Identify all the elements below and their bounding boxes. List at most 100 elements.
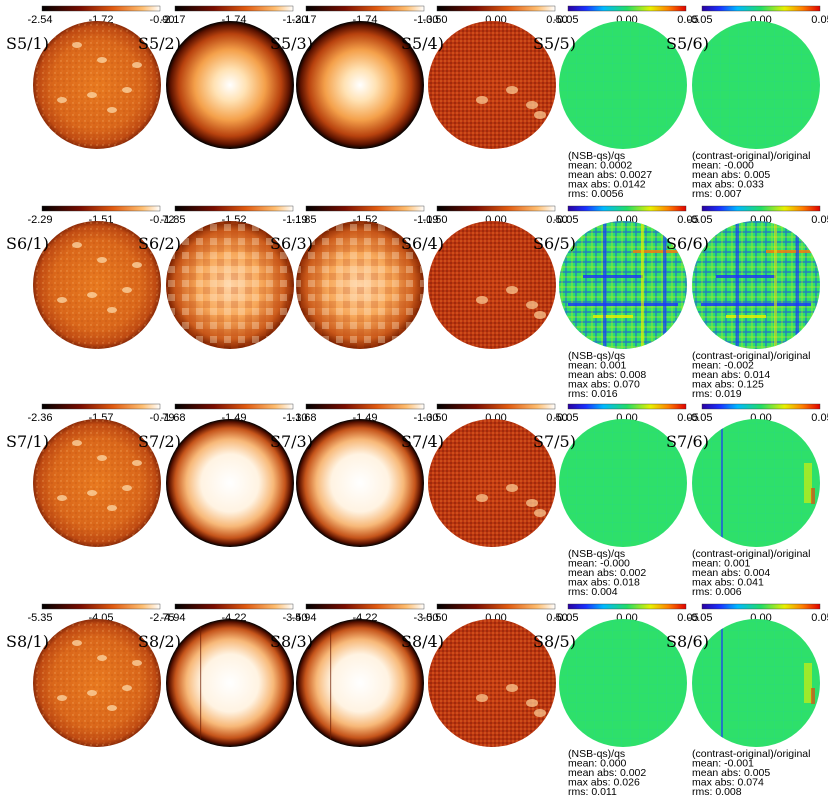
solar-disk-image bbox=[296, 419, 424, 547]
panel-label: S7/2) bbox=[138, 432, 181, 451]
panel-label: S5/3) bbox=[270, 34, 313, 53]
solar-disk-image bbox=[692, 619, 820, 747]
solar-disk-image bbox=[559, 221, 687, 349]
colorbar bbox=[701, 603, 821, 610]
stats-line: mean abs: 0.005 bbox=[692, 169, 770, 181]
stats-title: (contrast-original)/original bbox=[692, 150, 810, 162]
colorbar-tick-label: -2.75 bbox=[149, 612, 174, 624]
colorbar-tick-label: -2.36 bbox=[27, 412, 52, 424]
panel-label: S5/5) bbox=[533, 34, 576, 53]
colorbar-tick-label: -1.85 bbox=[291, 214, 316, 226]
colorbar-tick-label: -3.50 bbox=[413, 612, 438, 624]
solar-disk-image bbox=[559, 619, 687, 747]
solar-disk-image bbox=[692, 221, 820, 349]
colorbar-tick-label: -1.68 bbox=[160, 412, 185, 424]
stats-line: rms: 0.008 bbox=[692, 786, 742, 798]
colorbar-tick-label: 0.05 bbox=[677, 612, 698, 624]
stats-line: mean abs: 0.0027 bbox=[568, 169, 652, 181]
panel-label: S8/2) bbox=[138, 632, 181, 651]
stats-title: (contrast-original)/original bbox=[692, 548, 810, 560]
solar-disk-image bbox=[296, 619, 424, 747]
colorbar-tick-label: -0.05 bbox=[553, 412, 578, 424]
panel-label: S7/3) bbox=[270, 432, 313, 451]
colorbar-tick-label: -2.17 bbox=[291, 14, 316, 26]
stats-line: mean: -0.000 bbox=[692, 160, 754, 172]
stats-line: mean abs: 0.005 bbox=[692, 767, 770, 779]
solar-disk-image bbox=[559, 419, 687, 547]
colorbar bbox=[174, 205, 294, 212]
stats-title: (NSB-qs)/qs bbox=[568, 748, 625, 760]
stats-line: mean: -0.000 bbox=[568, 558, 630, 570]
colorbar-tick-label: 0.50 bbox=[546, 412, 567, 424]
stats-line: rms: 0.006 bbox=[692, 586, 742, 598]
colorbar-tick-label: 0.05 bbox=[811, 412, 828, 424]
stats-line: rms: 0.004 bbox=[568, 586, 618, 598]
stats-line: mean: -0.001 bbox=[692, 758, 754, 770]
stats-line: max abs: 0.041 bbox=[692, 577, 764, 589]
stats-line: mean abs: 0.008 bbox=[568, 369, 646, 381]
stats-line: max abs: 0.125 bbox=[692, 379, 764, 391]
stats-line: max abs: 0.070 bbox=[568, 379, 640, 391]
colorbar-tick-label: -1.85 bbox=[160, 214, 185, 226]
stats-title: (NSB-qs)/qs bbox=[568, 548, 625, 560]
panel-label: S5/6) bbox=[666, 34, 709, 53]
stats-title: (NSB-qs)/qs bbox=[568, 150, 625, 162]
solar-disk-image bbox=[166, 419, 294, 547]
stats-line: mean: 0.0002 bbox=[568, 160, 632, 172]
solar-disk-image bbox=[166, 619, 294, 747]
solar-disk-image bbox=[428, 419, 556, 547]
panel-label: S6/5) bbox=[533, 234, 576, 253]
stats-line: rms: 0.007 bbox=[692, 188, 742, 200]
stats-line: mean abs: 0.002 bbox=[568, 567, 646, 579]
colorbar bbox=[436, 5, 556, 12]
panel-label: S5/2) bbox=[138, 34, 181, 53]
colorbar bbox=[41, 403, 161, 410]
colorbar-tick-label: -0.90 bbox=[149, 14, 174, 26]
panel-label: S6/1) bbox=[6, 234, 49, 253]
colorbar-tick-label: -0.05 bbox=[553, 214, 578, 226]
stats-line: max abs: 0.018 bbox=[568, 577, 640, 589]
stats-line: mean: 0.001 bbox=[692, 558, 751, 570]
panel-label: S5/4) bbox=[401, 34, 444, 53]
stats-line: mean abs: 0.014 bbox=[692, 369, 770, 381]
colorbar-tick-label: 0.05 bbox=[811, 14, 828, 26]
panel-label: S6/2) bbox=[138, 234, 181, 253]
panel-label: S6/4) bbox=[401, 234, 444, 253]
colorbar-tick-label: 0.05 bbox=[677, 14, 698, 26]
solar-disk-image bbox=[33, 619, 161, 747]
colorbar-tick-label: -2.29 bbox=[27, 214, 52, 226]
colorbar bbox=[567, 403, 687, 410]
panel-label: S8/6) bbox=[666, 632, 709, 651]
colorbar-tick-label: -0.50 bbox=[422, 412, 447, 424]
colorbar-tick-label: -0.05 bbox=[687, 412, 712, 424]
colorbar bbox=[567, 5, 687, 12]
solar-disk-image bbox=[166, 21, 294, 149]
solar-disk-image bbox=[33, 221, 161, 349]
stats-line: rms: 0.016 bbox=[568, 388, 618, 400]
colorbar-tick-label: 0.50 bbox=[546, 214, 567, 226]
colorbar bbox=[305, 5, 425, 12]
